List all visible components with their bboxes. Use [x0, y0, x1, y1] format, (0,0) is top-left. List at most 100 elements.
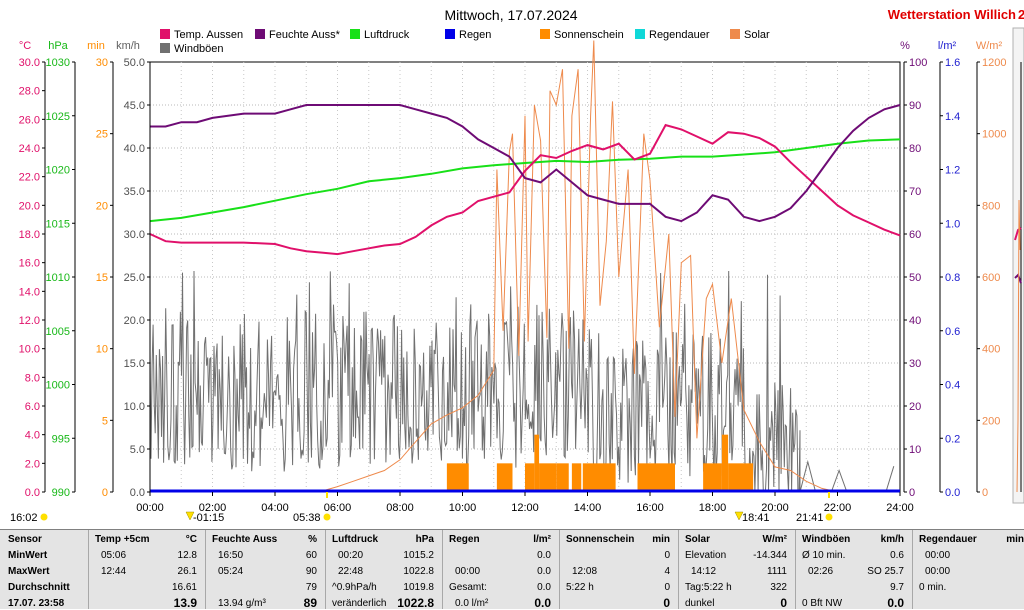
sunshine-bar: [728, 463, 754, 492]
temp-max-time: 12:44: [101, 566, 127, 577]
station-name: Wetterstation Willich: [888, 7, 1016, 22]
pressure-axis-tick-label: 1000: [46, 380, 70, 392]
temp-axis-tick-label: 26.0: [19, 114, 40, 126]
col-feuchte: Feuchte Auss% 16:50 60 05:24 90 79 13.94 g…: [205, 530, 325, 610]
regen-total-value: 0.0: [537, 582, 551, 593]
legend-label: Regendauer: [649, 29, 710, 41]
x-tick-label: 20:00: [761, 502, 789, 514]
col-title-wind: Windböen: [802, 534, 851, 545]
rain-axis-tick-label: 0.8: [945, 272, 960, 284]
col-title-regendauer: Regendauer: [919, 534, 977, 545]
col-unit-sonne: min: [652, 534, 670, 545]
x-tick-label: 24:00: [886, 502, 914, 514]
sun-icon: [40, 513, 48, 521]
pressure-axis-tick-label: 990: [52, 487, 70, 499]
sonne-max-time: 12:08: [572, 566, 598, 577]
sunshine-bar: [525, 463, 535, 492]
temp-min-value: 12.8: [177, 550, 197, 561]
x-tick-label: 10:00: [449, 502, 477, 514]
wind-axis-tick-label: 5.0: [130, 444, 145, 456]
regen-max-time: 00:00: [455, 566, 481, 577]
solar-max-time: 14:12: [691, 566, 717, 577]
rain-axis-tick-label: 0.0: [945, 487, 960, 499]
legend-swatch: [160, 29, 170, 39]
series-layer: [149, 40, 901, 493]
solar-axis-tick-label: 400: [982, 344, 1000, 356]
humidity-axis-tick-label: 100: [909, 57, 927, 69]
sunshine-axis-tick-label: 30: [96, 57, 108, 69]
wind-axis-tick-label: 25.0: [124, 272, 145, 284]
wind-axis-tick-label: 50.0: [124, 57, 145, 69]
regendauer-max-time: 00:00: [925, 566, 951, 577]
x-tick-label: 12:00: [511, 502, 539, 514]
rain-axis-tick-label: 0.6: [945, 326, 960, 338]
legend-swatch: [255, 29, 265, 39]
legend-label: Temp. Aussen: [174, 29, 243, 41]
temp-axis-tick-label: 6.0: [25, 401, 40, 413]
solar-axis-tick-label: 0: [982, 487, 988, 499]
feuchte-abs-value: 13.94 g/m³: [218, 598, 266, 609]
row-label-max: MaxWert: [8, 566, 50, 577]
legend-swatch: [730, 29, 740, 39]
humidity-axis-tick-label: 80: [909, 143, 921, 155]
sunshine-bar: [571, 463, 582, 492]
pressure-axis-tick-label: 1025: [46, 111, 70, 123]
series-windboeen: [149, 270, 895, 493]
col-title-sensor: Sensor: [8, 534, 42, 545]
pressure-axis-tick-label: 1015: [46, 218, 70, 230]
legend-swatch: [445, 29, 455, 39]
legend-swatch: [635, 29, 645, 39]
unit-kmh: km/h: [116, 40, 140, 52]
humidity-axis-tick-label: 10: [909, 444, 921, 456]
right-partial-chart: [1014, 62, 1022, 493]
legend-label: Solar: [744, 29, 770, 41]
solar-axis-tick-label: 200: [982, 415, 1000, 427]
col-title-solar: Solar: [685, 534, 711, 545]
regen-total-label: Gesamt:: [449, 582, 487, 593]
temp-axis-tick-label: 0.0: [25, 487, 40, 499]
luftdruck-min-time: 00:20: [338, 550, 364, 561]
feuchte-current-value: 89: [303, 596, 317, 610]
temp-max-value: 26.1: [177, 566, 197, 577]
wind-avg-label: Ø 10 min.: [802, 550, 846, 561]
axes: 30.0 28.0 26.0 24.0 22.0 20.0 18.0 16.0 14.0 12.0…: [19, 57, 1007, 499]
col-wind: Windböen km/h Ø 10 min. 0.6 02:26 SO 25.7 9…: [795, 530, 912, 610]
temp-avg-value: 16.61: [171, 582, 197, 593]
col-sensor: Sensor MinWert MaxWert Durchschnitt 17.0…: [0, 530, 88, 609]
solar-max-value: 1111: [766, 566, 787, 577]
sunshine-axis-tick-label: 25: [96, 129, 108, 141]
sunrise-icon: [323, 513, 331, 521]
rain-axis-tick-label: 1.4: [945, 111, 960, 123]
legend-swatch: [540, 29, 550, 39]
sunshine-axis-tick-label: 20: [96, 200, 108, 212]
chart-canvas: Mittwoch, 17.07.2024 Wetterstation Willi…: [10, 7, 1024, 524]
row-label-min: MinWert: [8, 550, 48, 561]
feuchte-min-time: 16:50: [218, 550, 244, 561]
x-axis: 00:00 02:00 04:00 06:00 08:00 10:00 12:00 14:00…: [136, 492, 914, 514]
rain-axis-tick-label: 1.0: [945, 218, 960, 230]
col-title-temp: Temp +5cm: [95, 534, 150, 545]
humidity-axis-tick-label: 40: [909, 315, 921, 327]
legend-label: Windböen: [174, 43, 224, 55]
solar-axis-tick-label: 1000: [982, 129, 1006, 141]
legend-label: Feuchte Auss*: [269, 29, 341, 41]
legend-label: Regen: [459, 29, 491, 41]
feuchte-max-value: 90: [305, 566, 317, 577]
solar-current-value: 0: [780, 596, 787, 610]
wind-axis-tick-label: 10.0: [124, 401, 145, 413]
pressure-axis-tick-label: 1010: [46, 272, 70, 284]
solar-axis-tick-label: 600: [982, 272, 1000, 284]
unit-lm2: l/m²: [938, 40, 957, 52]
x-tick-label: 22:00: [824, 502, 852, 514]
unit-min: min: [87, 40, 105, 52]
wind-axis-tick-label: 40.0: [124, 143, 145, 155]
temp-axis-tick-label: 14.0: [19, 286, 40, 298]
humidity-axis-tick-label: 0: [909, 487, 915, 499]
sunrise-time: 05:38: [293, 512, 321, 524]
col-regendauer: Regendauer min 00:00 00:00 0 min.: [912, 530, 1024, 609]
legend-swatch: [160, 43, 170, 53]
unit-hpa: hPa: [48, 40, 68, 52]
x-tick-label: 02:00: [199, 502, 227, 514]
temp-min-time: 05:06: [101, 550, 127, 561]
regendauer-total: 0 min.: [919, 582, 947, 593]
